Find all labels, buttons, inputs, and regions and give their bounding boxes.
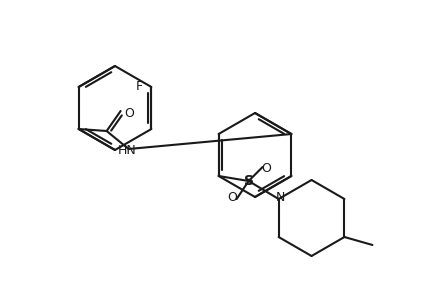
Text: HN: HN [117,144,136,157]
Text: O: O [261,162,271,175]
Text: O: O [227,191,237,204]
Text: F: F [136,81,143,94]
Text: N: N [275,191,285,204]
Text: O: O [124,107,134,120]
Text: S: S [243,174,253,188]
